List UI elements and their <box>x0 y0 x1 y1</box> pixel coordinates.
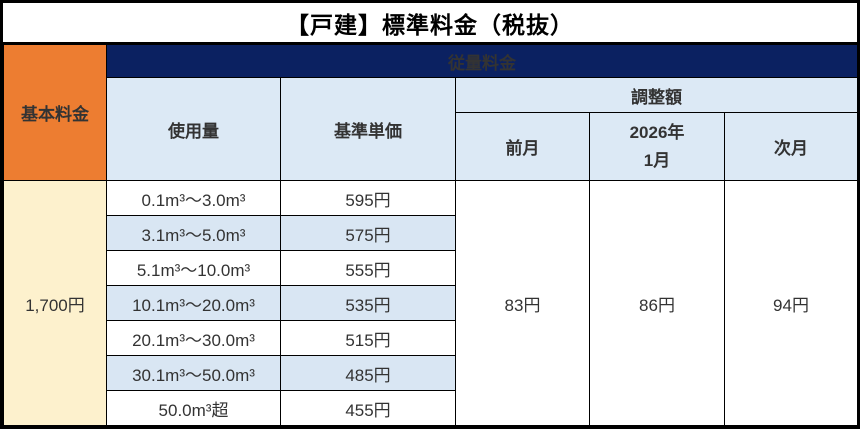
header-row-adjustment: 使用量 基準単価 調整額 <box>4 77 859 181</box>
current-month-year: 2026年 <box>629 123 685 143</box>
prev-month-header-cell: 前月 <box>455 112 590 181</box>
usage-header-cell: 使用量 <box>106 77 281 181</box>
tier-range-cell: 20.1m³～30.0m³ <box>106 320 281 356</box>
header-row-months: 前月 2026年 1月 次月 <box>4 112 859 181</box>
next-month-header-cell: 次月 <box>723 112 859 181</box>
tier-range-cell: 50.0m³超 <box>106 390 281 426</box>
adjustment-next-value-cell: 94円 <box>723 180 859 426</box>
table-title: 【戸建】標準料金（税抜） <box>3 3 857 44</box>
base-unit-price-header-cell: 基準単価 <box>280 77 456 181</box>
tier-range-cell: 5.1m³～10.0m³ <box>106 250 281 286</box>
tier-row-1: 1,700円 0.1m³～3.0m³ 595円 83円 86円 94円 <box>3 180 859 426</box>
current-month-header-cell: 2026年 1月 <box>589 112 725 181</box>
volume-charge-header-cell: 従量料金 <box>105 44 859 78</box>
tier-range-cell: 10.1m³～20.0m³ <box>106 285 281 321</box>
rate-table: 基本料金 従量料金 使用量 基準単価 調整額 前月 2026年 1月 次月 <box>3 44 859 426</box>
tier-row-6: 30.1m³～50.0m³ 485円 <box>4 355 858 391</box>
rate-table-frame: 【戸建】標準料金（税抜） 基本料金 従量料金 使用量 基準単価 <box>0 0 860 429</box>
tier-price-cell: 575円 <box>280 215 456 251</box>
tier-price-cell: 535円 <box>280 285 456 321</box>
tier-price-cell: 485円 <box>280 355 456 391</box>
tier-range-cell: 3.1m³～5.0m³ <box>106 215 281 251</box>
tier-range-cell: 30.1m³～50.0m³ <box>106 355 281 391</box>
tier-price-cell: 515円 <box>280 320 456 356</box>
tier-price-cell: 455円 <box>280 390 456 426</box>
tier-row-2: 3.1m³～5.0m³ 575円 <box>4 215 858 251</box>
basic-charge-value-cell: 1,700円 <box>3 180 107 426</box>
adjustment-header-cell: 調整額 <box>454 77 859 113</box>
tier-row-5: 20.1m³～30.0m³ 515円 <box>4 320 858 356</box>
tier-range-cell: 0.1m³～3.0m³ <box>106 180 281 216</box>
tier-row-4: 10.1m³～20.0m³ 535円 <box>4 285 858 321</box>
header-row-volume: 基本料金 従量料金 <box>3 44 859 181</box>
tier-row-7: 50.0m³超 455円 <box>4 390 858 426</box>
adjustment-current-value-cell: 86円 <box>589 180 725 426</box>
current-month-month: 1月 <box>643 150 671 170</box>
adjustment-prev-value-cell: 83円 <box>455 180 590 426</box>
tier-price-cell: 555円 <box>280 250 456 286</box>
tier-price-cell: 595円 <box>280 180 456 216</box>
basic-charge-header-cell: 基本料金 <box>3 44 107 181</box>
